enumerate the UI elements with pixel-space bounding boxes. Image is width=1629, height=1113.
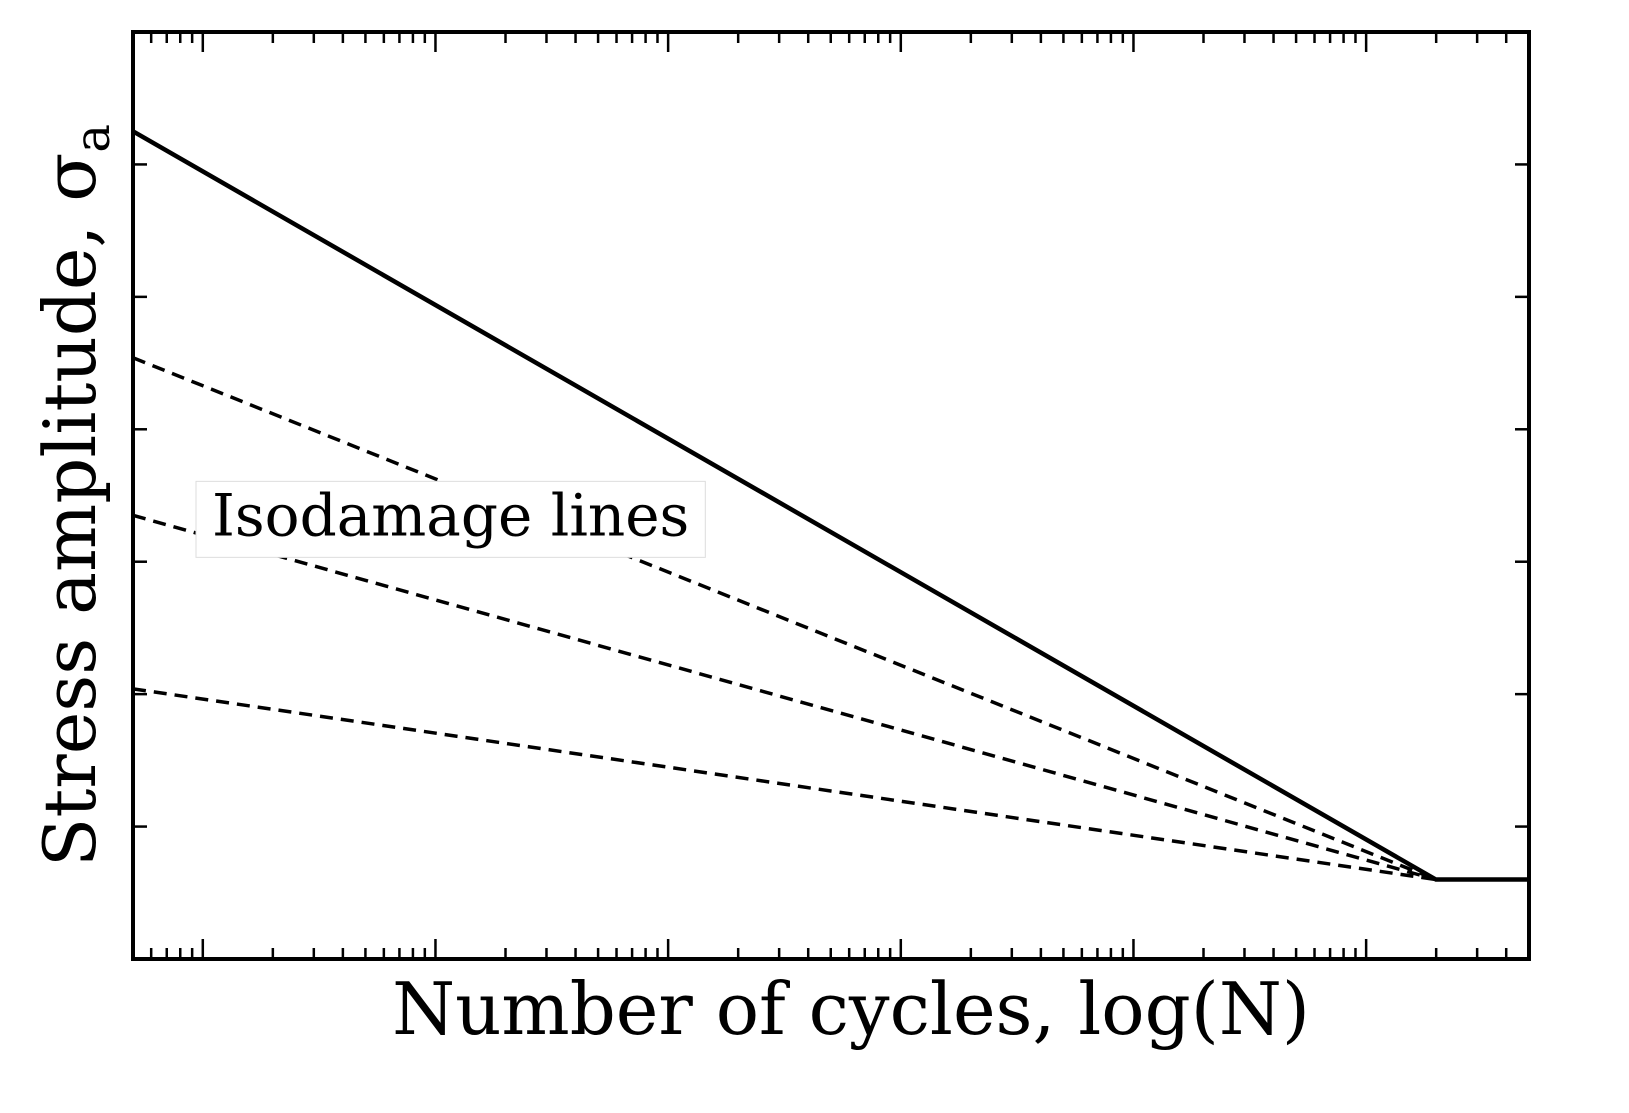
y-axis-label-main: Stress amplitude, σ [28, 153, 112, 867]
isodamage-line-3 [132, 687, 1437, 882]
isodamage-line-2 [132, 513, 1437, 882]
y-axis-label: Stress amplitude, σa [28, 124, 121, 867]
annotation-box [195, 480, 706, 558]
isodamage-line-1 [132, 356, 1437, 882]
annotation: Isodamage lines [195, 480, 706, 558]
x-axis-label: Number of cycles, log(N) [392, 967, 1310, 1051]
y-axis-label-subscript: a [65, 124, 121, 153]
plot-frame [131, 30, 1531, 961]
series-group [131, 129, 1529, 882]
annotation-label: Isodamage lines [212, 481, 689, 549]
